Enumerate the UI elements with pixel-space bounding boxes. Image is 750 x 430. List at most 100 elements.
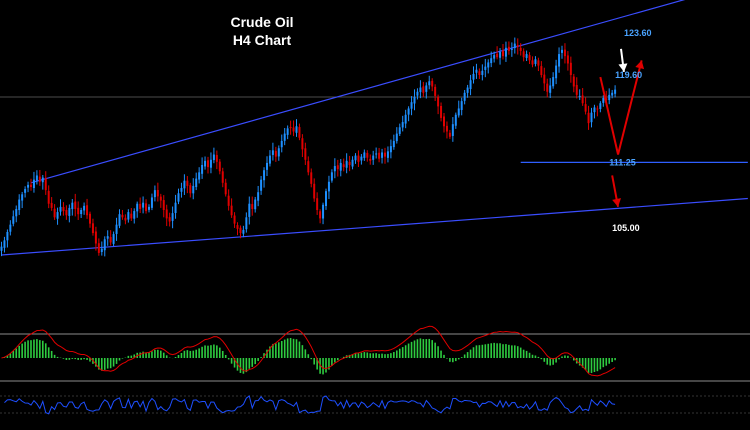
candle-body	[139, 203, 142, 209]
channel-line-upper	[30, 0, 686, 184]
candle-body	[336, 165, 339, 170]
candle-body	[534, 59, 537, 64]
candle-body	[168, 217, 171, 222]
candle-body	[316, 198, 319, 211]
candle-body	[277, 148, 280, 157]
candle-body	[413, 96, 416, 104]
candle-body	[457, 108, 460, 116]
candle-body	[513, 43, 516, 49]
candle-body	[27, 184, 30, 188]
candle-body	[233, 215, 236, 224]
candle-body	[552, 77, 555, 87]
candle-body	[569, 62, 572, 75]
price-label: 119.60	[615, 70, 642, 80]
candle-body	[274, 150, 277, 157]
candle-body	[466, 87, 469, 93]
candle-body	[109, 237, 112, 243]
candle-body	[614, 89, 617, 94]
candle-body	[251, 204, 254, 209]
candle-body	[590, 112, 593, 123]
candle-body	[198, 172, 201, 180]
candle-body	[121, 214, 124, 218]
candle-body	[159, 196, 162, 201]
candle-body	[484, 66, 487, 70]
candle-body	[519, 47, 522, 51]
candle-body	[472, 73, 475, 80]
candle-body	[507, 46, 510, 51]
candle-body	[422, 86, 425, 93]
price-label: 111.25	[609, 157, 636, 167]
candle-body	[327, 181, 330, 192]
candle-body	[602, 98, 605, 103]
candle-body	[298, 127, 301, 138]
candle-body	[227, 195, 230, 206]
candle-body	[401, 122, 404, 128]
candle-body	[153, 190, 156, 198]
candle-body	[596, 108, 599, 110]
candle-body	[215, 155, 218, 162]
candle-body	[30, 184, 32, 187]
candle-body	[313, 183, 316, 199]
candle-body	[584, 104, 587, 112]
candle-body	[487, 62, 490, 68]
candle-body	[496, 53, 499, 58]
candle-body	[469, 80, 472, 90]
candle-body	[50, 202, 53, 208]
candle-body	[32, 179, 35, 189]
candle-body	[112, 234, 115, 244]
candle-body	[360, 156, 363, 161]
candle-body	[593, 107, 596, 113]
candle-body	[260, 179, 263, 191]
candle-body	[608, 94, 611, 101]
candle-body	[245, 217, 248, 230]
candle-body	[381, 152, 384, 158]
candle-body	[481, 70, 484, 75]
candle-body	[230, 205, 233, 216]
candle-body	[339, 162, 342, 171]
candle-body	[555, 65, 558, 79]
candle-body	[528, 55, 531, 61]
candle-body	[410, 102, 413, 109]
candle-body	[195, 178, 198, 188]
candle-body	[268, 155, 271, 164]
candle-body	[183, 180, 186, 189]
candle-body	[177, 193, 180, 202]
candle-body	[398, 127, 401, 134]
candle-body	[115, 224, 118, 234]
candle-body	[254, 199, 257, 210]
candle-body	[0, 246, 3, 251]
candle-body	[209, 159, 212, 168]
chart-subtitle: H4 Chart	[233, 32, 292, 48]
candle-body	[189, 185, 192, 194]
candle-body	[89, 213, 91, 224]
candle-body	[478, 71, 481, 75]
candle-body	[136, 203, 139, 212]
candle-body	[266, 162, 268, 170]
candle-body	[581, 95, 584, 104]
candle-body	[375, 153, 378, 155]
candle-body	[504, 47, 507, 57]
candle-body	[443, 116, 445, 127]
candle-body	[15, 208, 18, 217]
rsi-line	[4, 395, 616, 415]
candle-body	[257, 192, 260, 201]
price-label: 105.00	[612, 223, 640, 233]
candle-body	[65, 209, 68, 216]
candle-body	[431, 80, 434, 87]
candle-body	[236, 225, 239, 229]
candle-body	[156, 189, 159, 197]
candle-body	[162, 200, 165, 211]
candle-body	[348, 161, 351, 165]
candle-body	[490, 58, 493, 64]
candle-body	[522, 51, 525, 58]
candle-body	[289, 127, 292, 129]
candle-body	[578, 95, 581, 97]
candle-body	[531, 60, 534, 65]
candle-body	[440, 106, 443, 118]
candle-body	[428, 81, 431, 86]
candle-body	[416, 91, 419, 96]
candle-body	[242, 229, 245, 234]
candle-body	[74, 201, 77, 209]
candle-body	[100, 248, 103, 252]
